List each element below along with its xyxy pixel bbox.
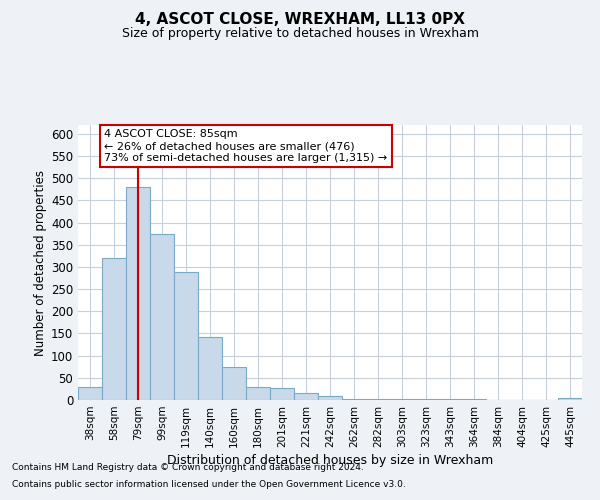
Bar bbox=[174, 272, 198, 400]
Bar bbox=[102, 258, 126, 400]
Bar bbox=[150, 234, 174, 400]
Bar bbox=[78, 386, 102, 400]
Text: 4 ASCOT CLOSE: 85sqm
← 26% of detached houses are smaller (476)
73% of semi-deta: 4 ASCOT CLOSE: 85sqm ← 26% of detached h… bbox=[104, 130, 388, 162]
Bar bbox=[558, 398, 582, 400]
Bar bbox=[294, 394, 318, 400]
Bar bbox=[366, 399, 390, 400]
Y-axis label: Number of detached properties: Number of detached properties bbox=[34, 170, 47, 356]
Bar bbox=[198, 336, 222, 400]
Text: Contains HM Land Registry data © Crown copyright and database right 2024.: Contains HM Land Registry data © Crown c… bbox=[12, 464, 364, 472]
Text: 4, ASCOT CLOSE, WREXHAM, LL13 0PX: 4, ASCOT CLOSE, WREXHAM, LL13 0PX bbox=[135, 12, 465, 28]
Bar bbox=[222, 366, 246, 400]
Bar bbox=[126, 187, 150, 400]
Text: Contains public sector information licensed under the Open Government Licence v3: Contains public sector information licen… bbox=[12, 480, 406, 489]
Bar bbox=[390, 399, 414, 400]
X-axis label: Distribution of detached houses by size in Wrexham: Distribution of detached houses by size … bbox=[167, 454, 493, 467]
Bar bbox=[414, 399, 438, 400]
Text: Size of property relative to detached houses in Wrexham: Size of property relative to detached ho… bbox=[121, 28, 479, 40]
Bar bbox=[270, 388, 294, 400]
Bar bbox=[462, 399, 486, 400]
Bar bbox=[318, 396, 342, 400]
Bar bbox=[342, 398, 366, 400]
Bar bbox=[246, 386, 270, 400]
Bar bbox=[438, 399, 462, 400]
